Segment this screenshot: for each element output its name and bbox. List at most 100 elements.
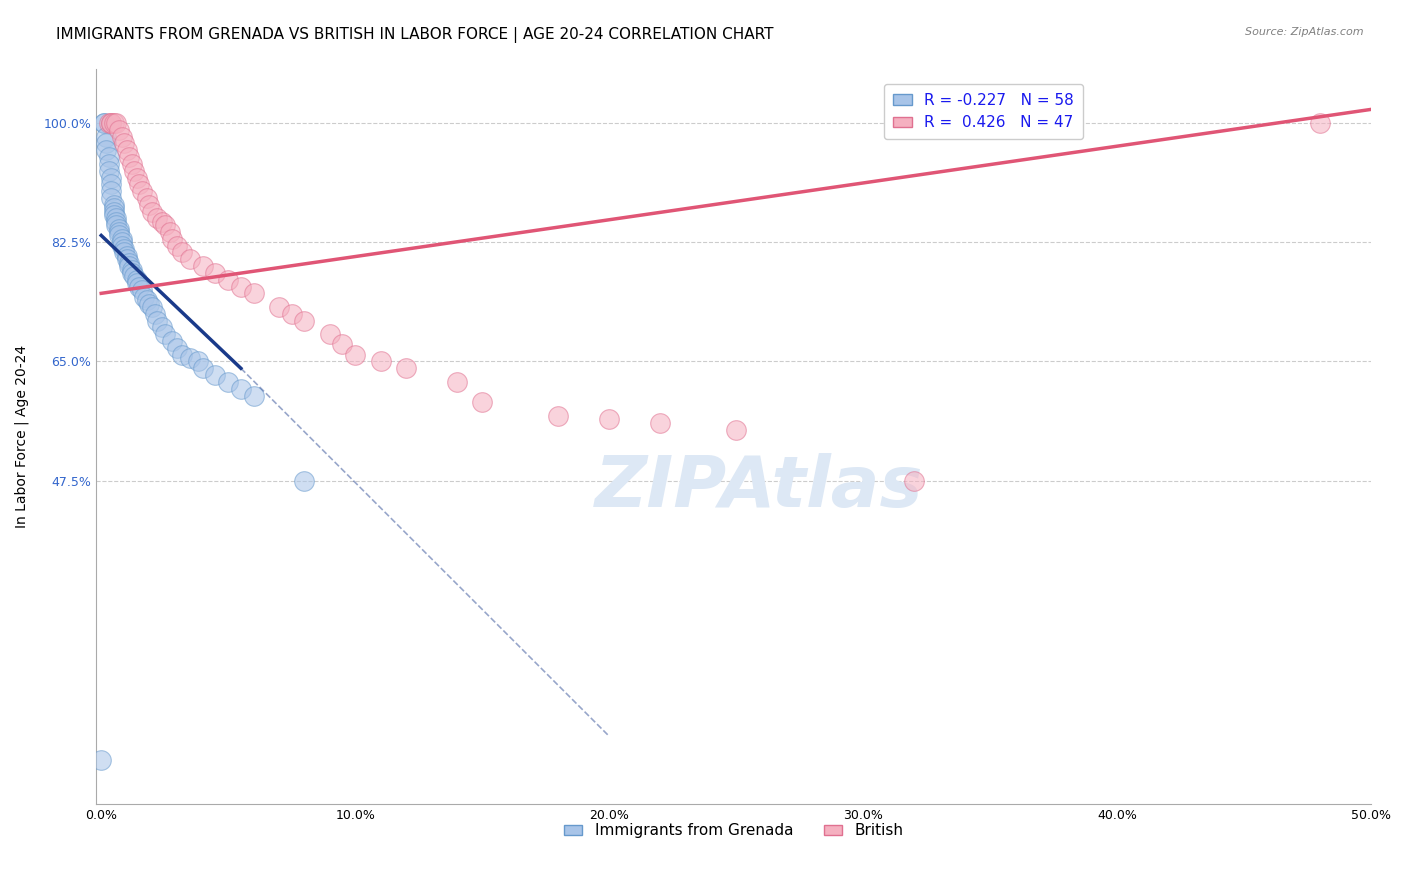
Point: [162, 232, 184, 246]
Point: [125, 273, 148, 287]
Point: [121, 157, 143, 171]
Point: [97, 116, 120, 130]
Legend: Immigrants from Grenada, British: Immigrants from Grenada, British: [558, 817, 910, 845]
Point: [100, 184, 122, 198]
Point: [110, 235, 132, 250]
Point: [395, 361, 418, 376]
Point: [108, 228, 131, 243]
Point: [118, 255, 141, 269]
Point: [141, 204, 163, 219]
Text: Source: ZipAtlas.com: Source: ZipAtlas.com: [1246, 27, 1364, 37]
Point: [267, 300, 290, 314]
Point: [153, 327, 176, 342]
Point: [598, 412, 620, 426]
Point: [105, 215, 128, 229]
Point: [93, 116, 115, 130]
Point: [110, 129, 132, 144]
Point: [110, 232, 132, 246]
Point: [125, 170, 148, 185]
Point: [108, 225, 131, 239]
Point: [96, 129, 118, 144]
Point: [128, 279, 150, 293]
Point: [204, 266, 226, 280]
Point: [108, 123, 131, 137]
Point: [121, 266, 143, 280]
Point: [153, 218, 176, 232]
Point: [105, 211, 128, 226]
Point: [100, 116, 122, 130]
Point: [112, 242, 135, 256]
Point: [115, 143, 138, 157]
Point: [292, 474, 315, 488]
Point: [229, 279, 252, 293]
Point: [125, 276, 148, 290]
Point: [100, 178, 122, 192]
Point: [115, 249, 138, 263]
Point: [110, 238, 132, 252]
Point: [162, 334, 184, 348]
Point: [138, 296, 160, 310]
Point: [100, 170, 122, 185]
Point: [97, 163, 120, 178]
Point: [112, 245, 135, 260]
Point: [141, 300, 163, 314]
Point: [280, 307, 302, 321]
Point: [118, 150, 141, 164]
Point: [103, 208, 125, 222]
Point: [112, 136, 135, 151]
Point: [471, 395, 494, 409]
Point: [179, 252, 201, 267]
Point: [166, 341, 188, 355]
Point: [100, 116, 122, 130]
Point: [229, 382, 252, 396]
Point: [179, 351, 201, 365]
Point: [135, 191, 157, 205]
Point: [103, 204, 125, 219]
Point: [128, 178, 150, 192]
Point: [150, 320, 173, 334]
Point: [242, 286, 264, 301]
Point: [332, 337, 354, 351]
Point: [90, 753, 112, 767]
Text: ZIPAtlas: ZIPAtlas: [595, 453, 924, 523]
Point: [150, 215, 173, 229]
Point: [187, 354, 209, 368]
Point: [217, 273, 239, 287]
Point: [159, 225, 181, 239]
Point: [122, 163, 145, 178]
Point: [138, 198, 160, 212]
Point: [118, 259, 141, 273]
Point: [172, 348, 194, 362]
Point: [115, 252, 138, 267]
Point: [103, 116, 125, 130]
Point: [96, 143, 118, 157]
Point: [648, 416, 671, 430]
Point: [105, 116, 128, 130]
Point: [103, 198, 125, 212]
Point: [103, 201, 125, 215]
Point: [121, 262, 143, 277]
Text: IMMIGRANTS FROM GRENADA VS BRITISH IN LABOR FORCE | AGE 20-24 CORRELATION CHART: IMMIGRANTS FROM GRENADA VS BRITISH IN LA…: [56, 27, 773, 43]
Point: [204, 368, 226, 383]
Point: [172, 245, 194, 260]
Point: [108, 221, 131, 235]
Point: [242, 388, 264, 402]
Point: [344, 348, 367, 362]
Point: [143, 307, 166, 321]
Point: [292, 313, 315, 327]
Point: [319, 327, 342, 342]
Point: [134, 290, 156, 304]
Point: [96, 136, 118, 151]
Point: [97, 157, 120, 171]
Point: [97, 150, 120, 164]
Point: [122, 269, 145, 284]
Point: [100, 191, 122, 205]
Point: [131, 283, 153, 297]
Point: [370, 354, 392, 368]
Point: [191, 259, 214, 273]
Y-axis label: In Labor Force | Age 20-24: In Labor Force | Age 20-24: [15, 345, 30, 528]
Point: [146, 211, 169, 226]
Point: [547, 409, 569, 423]
Point: [446, 375, 468, 389]
Point: [191, 361, 214, 376]
